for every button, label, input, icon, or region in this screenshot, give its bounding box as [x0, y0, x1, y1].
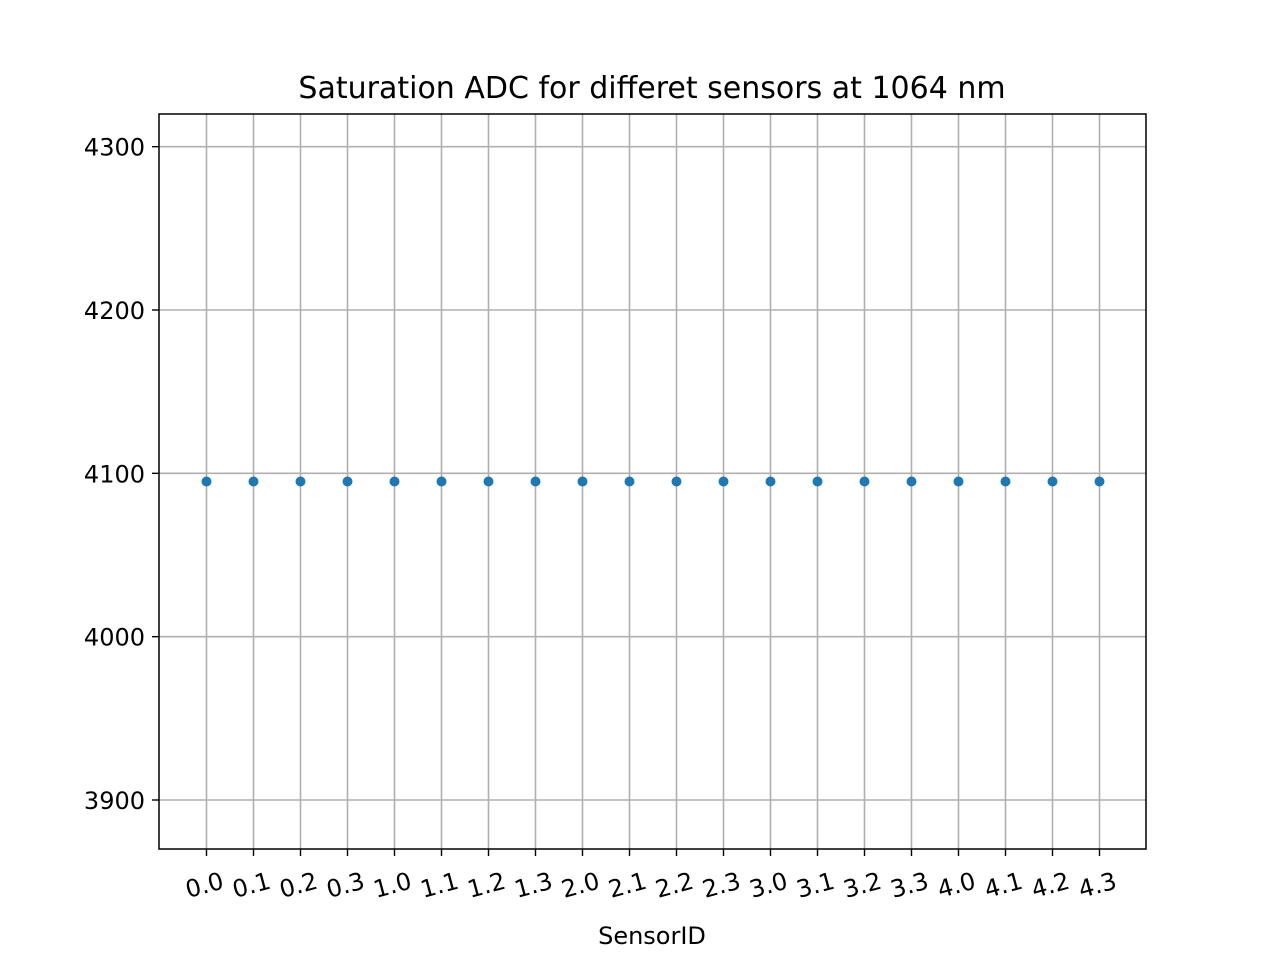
data-point — [577, 476, 588, 487]
data-point — [436, 476, 447, 487]
data-point — [671, 476, 682, 487]
points-layer — [201, 476, 1105, 487]
y-tick-label: 4100 — [84, 460, 145, 488]
y-tick-label: 4000 — [84, 624, 145, 652]
data-point — [483, 476, 494, 487]
data-point — [953, 476, 964, 487]
data-point — [1000, 476, 1011, 487]
data-point — [718, 476, 729, 487]
data-point — [530, 476, 541, 487]
plot-frame — [158, 113, 1147, 850]
y-tick-label: 3900 — [84, 787, 145, 815]
chart-title: Saturation ADC for differet sensors at 1… — [298, 71, 1005, 106]
data-point — [295, 476, 306, 487]
data-point — [906, 476, 917, 487]
y-tick-label: 4200 — [84, 297, 145, 325]
data-point — [389, 476, 400, 487]
data-point — [248, 476, 259, 487]
data-point — [859, 476, 870, 487]
data-point — [765, 476, 776, 487]
data-point — [1094, 476, 1105, 487]
x-axis-label: SensorID — [598, 922, 706, 950]
data-point — [1047, 476, 1058, 487]
data-point — [201, 476, 212, 487]
data-point — [812, 476, 823, 487]
y-tick-label: 4300 — [84, 134, 145, 162]
data-point — [342, 476, 353, 487]
data-point — [624, 476, 635, 487]
